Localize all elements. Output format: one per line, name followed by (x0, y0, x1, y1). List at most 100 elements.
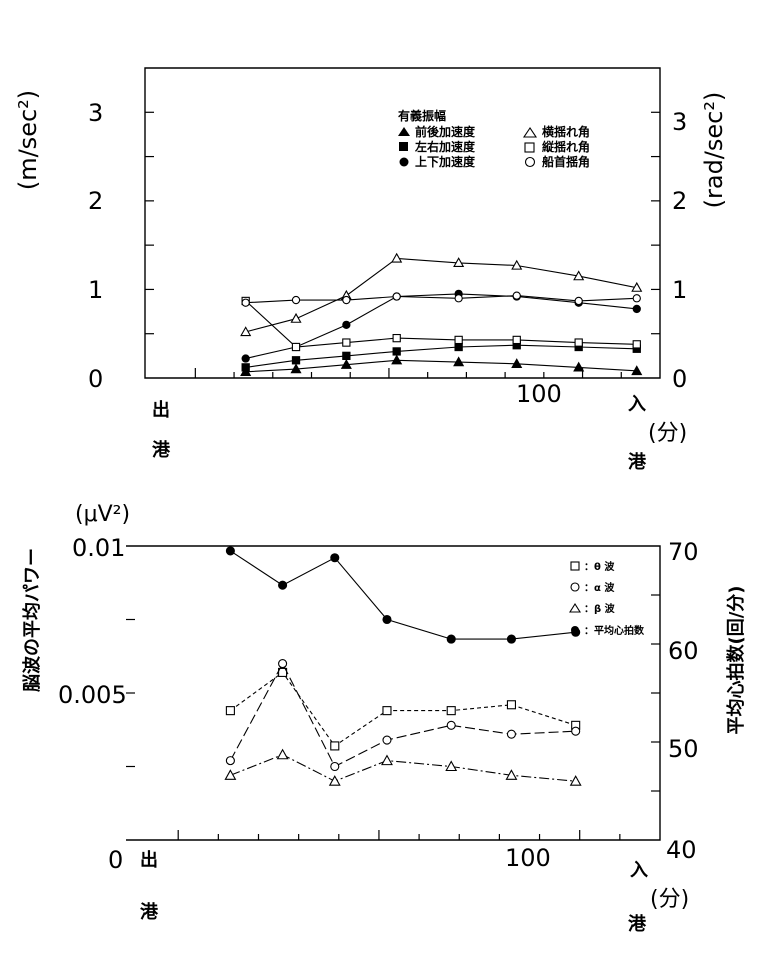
bottom-ytick-left-2: 0.01 (72, 534, 125, 562)
chart-top: 0 1 2 3 0 1 2 3 100 (m/sec²) (rad/sec²) … (14, 67, 728, 473)
top-series-0-point-4 (453, 356, 465, 367)
top-arrive-label-1: 入 (628, 394, 646, 415)
bottom-series-3-point-3 (382, 614, 392, 625)
top-series-3-point-0 (240, 326, 252, 337)
top-series-1-point-0 (241, 363, 250, 372)
top-series-3-point-1 (290, 312, 302, 323)
bottom-depart-label-2: 港 (140, 902, 159, 923)
top-ylabel-right: (rad/sec²) (700, 92, 728, 209)
bottom-series-1-point-1 (278, 659, 288, 669)
top-series-line-5 (245, 295, 637, 304)
top-series-4-point-3 (392, 333, 401, 343)
bottom-series-3-point-0 (225, 546, 235, 556)
top-xtick-100: 100 (516, 380, 562, 408)
bottom-legend-label-2: ：β 波 (584, 602, 616, 615)
bottom-ylabel-right: 平均心拍数(回/分) (725, 585, 747, 734)
top-legend-label-0: 前後加速度 (415, 124, 476, 139)
bottom-series-2-point-3 (381, 754, 393, 766)
top-legend-marker-2 (399, 157, 409, 167)
top-ytick-right-3: 3 (672, 108, 687, 136)
bottom-legend-label-3: ：平均心拍数 (584, 624, 645, 637)
bottom-series-3-point-6 (571, 627, 581, 637)
bottom-legend-label-1: ：α 波 (584, 581, 615, 594)
bottom-series-1-point-2 (330, 761, 340, 772)
top-legend-marker-3 (522, 127, 538, 138)
bottom-series-0-point-2 (330, 741, 340, 751)
top-legend-marker-0 (398, 127, 410, 136)
top-series-4-point-5 (512, 335, 521, 345)
bottom-series-0-point-5 (506, 700, 516, 710)
top-series-1-point-1 (291, 356, 301, 365)
top-series-5-point-3 (392, 292, 401, 301)
top-series-3-point-5 (511, 259, 523, 270)
top-xlabel-minutes: (分) (648, 421, 687, 446)
top-legend-marker-5 (524, 156, 536, 168)
top-series-0-point-7 (631, 365, 643, 376)
top-series-4-point-6 (574, 338, 583, 347)
bottom-series-1-point-5 (506, 729, 516, 739)
bottom-legend-marker-0 (570, 561, 580, 571)
top-series-0-point-2 (340, 358, 352, 369)
bottom-series-1-point-4 (446, 720, 456, 730)
top-ytick-right-0: 0 (672, 365, 687, 393)
top-depart-label-1: 出 (152, 399, 170, 421)
top-legend-label-5: 船首揺角 (542, 154, 590, 169)
top-series-5-point-4 (454, 294, 463, 303)
top-series-5-point-6 (574, 296, 583, 306)
top-ytick-right-2: 2 (672, 187, 687, 215)
bottom-series-2-point-2 (328, 775, 341, 786)
top-plot-frame (144, 67, 661, 379)
top-series-3-point-4 (453, 257, 465, 268)
bottom-series-2-point-0 (224, 769, 237, 780)
top-series-3-point-6 (573, 270, 585, 281)
bottom-plot-frame (126, 545, 661, 841)
bottom-legend-marker-2 (569, 602, 581, 613)
top-ytick-left-2: 2 (88, 187, 103, 215)
top-legend-label-4: 縦揺れ角 (542, 139, 590, 154)
bottom-xlabel-minutes: (分) (650, 887, 689, 912)
bottom-ytick-right-70: 70 (668, 538, 699, 566)
top-legend-label-3: 横揺れ角 (542, 124, 590, 139)
bottom-series-line-0 (230, 671, 576, 747)
top-series-5-point-2 (342, 295, 351, 305)
bottom-arrive-label-2: 港 (628, 914, 647, 935)
top-series-4-point-2 (342, 338, 351, 347)
top-series-2-point-0 (241, 354, 250, 363)
top-ticks (145, 111, 660, 378)
bottom-legend-marker-1 (570, 582, 580, 592)
bottom-series-group (224, 546, 582, 786)
bottom-ylabel-left: 脳波の平均パワー (21, 548, 43, 692)
bottom-series-2-point-5 (505, 769, 518, 780)
bottom-legend-label-0: ：θ 波 (584, 560, 615, 573)
top-legend-label-1: 左右加速度 (414, 139, 476, 154)
top-series-1-point-2 (342, 351, 351, 361)
bottom-series-2-point-6 (569, 775, 582, 786)
bottom-series-1-point-3 (382, 735, 392, 745)
top-series-3-point-3 (391, 252, 403, 263)
top-series-5-point-7 (632, 294, 641, 303)
top-series-5-point-1 (291, 295, 301, 305)
top-legend-title: 有義振幅 (398, 108, 446, 123)
bottom-series-2-point-1 (276, 748, 289, 760)
top-arrive-label-2: 港 (628, 452, 647, 473)
bottom-series-1-point-6 (571, 726, 581, 736)
bottom-arrive-label-1: 入 (630, 860, 648, 881)
bottom-ytick-right-50: 50 (668, 735, 699, 763)
top-series-1-point-3 (392, 347, 401, 356)
bottom-series-3-point-5 (506, 634, 516, 644)
top-series-0-point-3 (391, 354, 403, 365)
top-legend-label-2: 上下加速度 (415, 154, 476, 169)
top-ytick-left-1: 1 (88, 276, 103, 304)
top-series-3-point-7 (631, 281, 643, 292)
top-legend: 有義振幅 前後加速度 左右加速度 上下加速度 横揺れ角 縦揺れ角 船首揺角 (398, 108, 590, 169)
top-series-5-point-0 (241, 298, 250, 307)
top-series-4-point-7 (632, 340, 641, 349)
top-series-0-point-6 (573, 361, 585, 372)
top-depart-label-2: 港 (152, 440, 171, 461)
top-series-1-point-4 (454, 342, 463, 352)
top-series-0-point-5 (511, 358, 523, 368)
bottom-ytick-right-60: 60 (668, 637, 699, 665)
bottom-series-0-point-3 (382, 706, 392, 716)
top-series-4-point-1 (291, 342, 301, 352)
